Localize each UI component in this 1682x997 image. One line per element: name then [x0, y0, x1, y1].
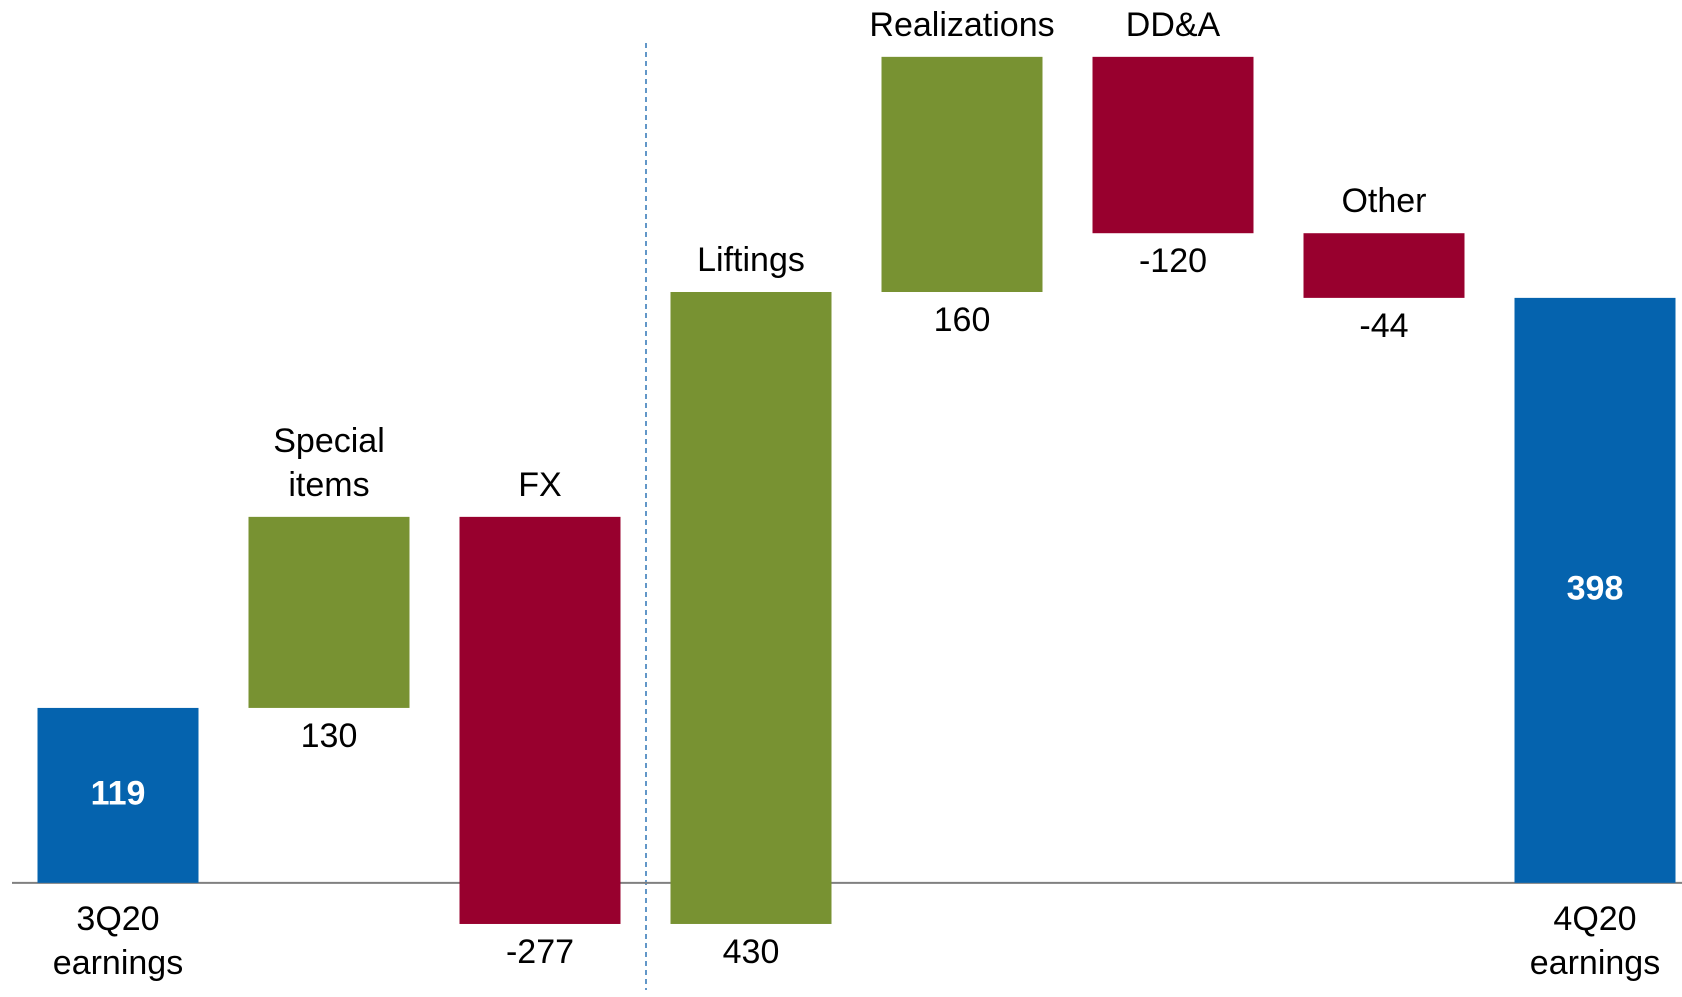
- bar: [670, 292, 832, 924]
- bar: [1303, 233, 1465, 298]
- value-label: -120: [1139, 242, 1207, 280]
- value-label: -44: [1359, 307, 1408, 345]
- category-label: Special items: [273, 422, 385, 504]
- bar: [881, 56, 1043, 293]
- category-label: DD&A: [1126, 6, 1221, 44]
- category-label: FX: [518, 466, 561, 504]
- category-label: 3Q20 earnings: [53, 900, 183, 982]
- category-label: Liftings: [697, 241, 805, 279]
- bar: [248, 516, 410, 708]
- category-label: Other: [1341, 182, 1426, 220]
- value-label: 430: [723, 933, 780, 971]
- value-label: 130: [301, 717, 358, 755]
- bar: [1092, 56, 1254, 234]
- category-label: Realizations: [869, 6, 1054, 44]
- category-label: 4Q20 earnings: [1530, 900, 1660, 982]
- value-label: -277: [506, 933, 574, 971]
- bar: [37, 707, 199, 883]
- value-label: 398: [1567, 569, 1624, 607]
- value-label: 119: [91, 774, 146, 812]
- bar: [1514, 297, 1676, 883]
- bar: [459, 516, 621, 924]
- value-label: 160: [934, 301, 991, 339]
